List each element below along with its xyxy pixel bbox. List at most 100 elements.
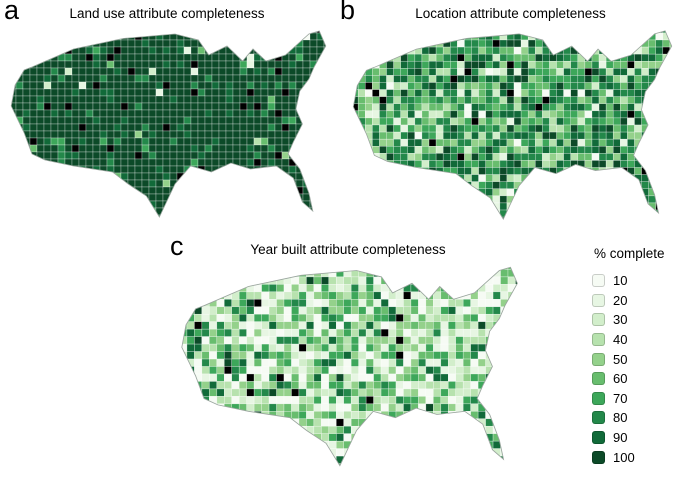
county-cell [633, 181, 642, 190]
county-cell [500, 403, 509, 412]
county-cell [194, 328, 203, 337]
county-cell [392, 167, 401, 175]
county-cell [261, 448, 270, 457]
county-cell [169, 158, 178, 167]
panel-title-land-use: Land use attribute completeness [69, 6, 265, 21]
county-cell [506, 181, 514, 190]
county-cell [523, 456, 524, 463]
county-cell [295, 39, 304, 48]
county-cell [541, 181, 550, 190]
county-cell [456, 53, 465, 62]
county-cell [209, 411, 218, 420]
legend-swatch [592, 391, 605, 405]
county-cell [421, 60, 429, 69]
county-cell [298, 403, 307, 412]
county-cell [281, 186, 290, 195]
county-cell [456, 39, 465, 48]
county-cell [309, 46, 318, 55]
county-cell [268, 284, 277, 293]
county-cell [113, 179, 122, 188]
county-cell [283, 267, 292, 270]
county-cell [410, 267, 419, 270]
county-cell [352, 53, 358, 62]
county-cell [302, 137, 311, 146]
county-cell [313, 455, 322, 464]
county-cell [183, 60, 192, 69]
county-cell [425, 276, 434, 285]
county-cell [388, 440, 397, 449]
county-cell [470, 267, 479, 270]
county-cell [36, 53, 45, 62]
county-cell [669, 167, 672, 175]
county-cell [211, 74, 220, 83]
county-cell [577, 96, 585, 104]
county-cell [127, 151, 136, 160]
us-choropleth-map-location [344, 30, 672, 220]
county-cell [155, 123, 164, 132]
county-cell [29, 165, 38, 174]
county-cell [328, 381, 337, 390]
county-cell [316, 102, 325, 111]
county-cell [555, 209, 564, 218]
county-cell [562, 75, 571, 83]
county-cell [57, 193, 66, 202]
county-cell [276, 269, 285, 278]
county-cell [388, 381, 397, 390]
county-cell [15, 151, 24, 160]
county-cell [22, 32, 31, 41]
county-cell [194, 411, 203, 420]
county-cell [295, 165, 304, 174]
county-cell [218, 88, 227, 97]
county-cell [29, 109, 38, 118]
county-cell [162, 186, 171, 195]
county-cell [183, 151, 192, 160]
county-cell [388, 267, 397, 270]
county-cell [425, 336, 434, 345]
county-cell [477, 167, 486, 175]
county-cell [456, 202, 465, 211]
county-cell [385, 216, 394, 220]
county-cell [172, 337, 179, 344]
county-cell [418, 267, 427, 270]
county-cell [456, 138, 465, 147]
county-cell [485, 388, 494, 397]
county-cell [515, 403, 518, 412]
county-cell [183, 81, 192, 90]
county-cell [183, 116, 192, 125]
county-cell [449, 124, 458, 133]
county-cell [365, 306, 374, 315]
county-cell [365, 299, 374, 308]
county-cell [190, 172, 199, 181]
county-cell [352, 146, 358, 154]
county-cell [261, 381, 270, 390]
county-cell [64, 144, 73, 153]
county-cell [344, 118, 351, 125]
county-cell [484, 75, 493, 83]
county-cell [169, 172, 178, 181]
county-cell [239, 214, 248, 217]
county-cell [36, 39, 45, 48]
county-cell [414, 53, 422, 62]
county-cell [449, 174, 458, 182]
county-cell [22, 53, 31, 62]
county-cell [183, 172, 192, 181]
county-cell [36, 88, 45, 97]
county-cell [106, 172, 115, 181]
county-cell [358, 313, 367, 322]
county-cell [172, 269, 179, 276]
county-cell [523, 299, 524, 306]
county-cell [654, 181, 663, 190]
county-cell [302, 46, 311, 55]
county-cell [380, 373, 389, 382]
county-cell [246, 102, 255, 111]
county-cell [176, 151, 185, 160]
county-cell [669, 110, 672, 119]
county-cell [380, 455, 389, 464]
county-cell [291, 455, 300, 464]
county-cell [343, 313, 352, 322]
county-cell [64, 31, 73, 34]
county-cell [313, 373, 322, 382]
county-cell [640, 167, 649, 175]
county-cell [527, 89, 536, 97]
county-cell [548, 131, 557, 140]
